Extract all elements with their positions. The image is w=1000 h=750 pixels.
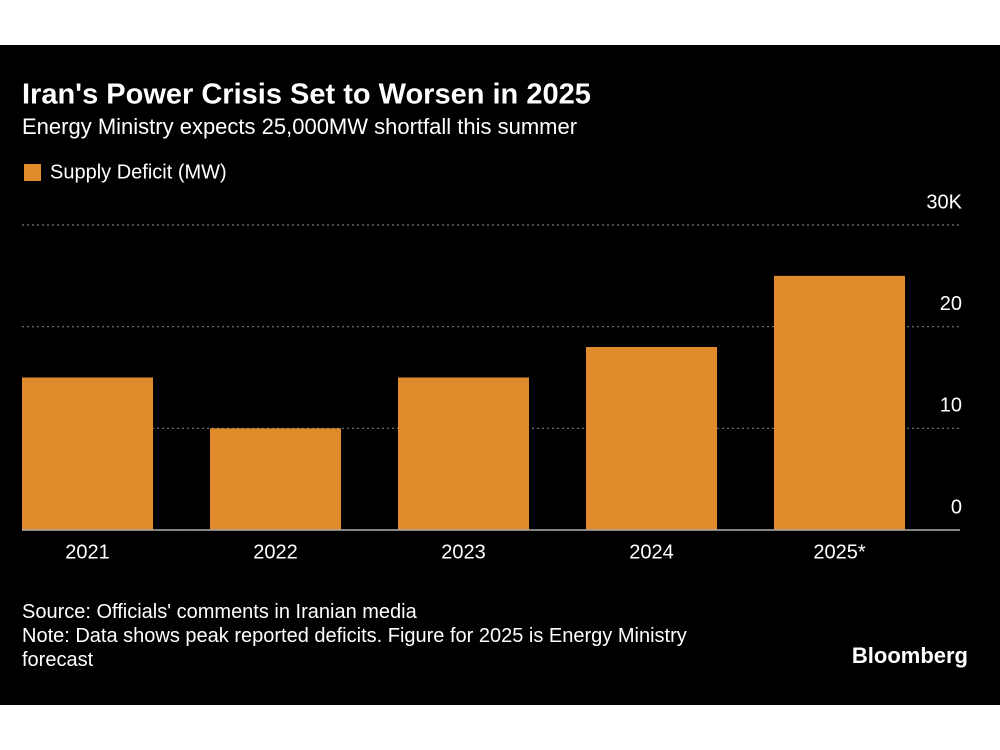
x-tick-label: 2025* (813, 541, 865, 563)
chart-title: Iran's Power Crisis Set to Worsen in 202… (22, 79, 591, 111)
source: Source: Officials' comments in Iranian m… (22, 601, 417, 623)
bar (774, 275, 905, 530)
note: Note: Data shows peak reported deficits.… (22, 625, 687, 671)
x-tick-label: 2022 (253, 541, 298, 563)
chart-subtitle: Energy Ministry expects 25,000MW shortfa… (22, 114, 577, 139)
x-tick-label: 2021 (65, 541, 110, 563)
y-tick-label: 30K (926, 191, 962, 213)
x-tick-label: 2024 (629, 541, 674, 563)
bar (586, 347, 717, 530)
legend-swatch (24, 164, 41, 181)
legend-label: Supply Deficit (MW) (50, 161, 227, 183)
y-tick-label: 20 (940, 293, 962, 315)
bar (210, 428, 341, 530)
bar (22, 377, 153, 530)
brand: Bloomberg (852, 643, 968, 668)
y-tick-label: 0 (951, 496, 962, 518)
bar (398, 377, 529, 530)
x-tick-label: 2023 (441, 541, 486, 563)
y-tick-label: 10 (940, 395, 962, 417)
